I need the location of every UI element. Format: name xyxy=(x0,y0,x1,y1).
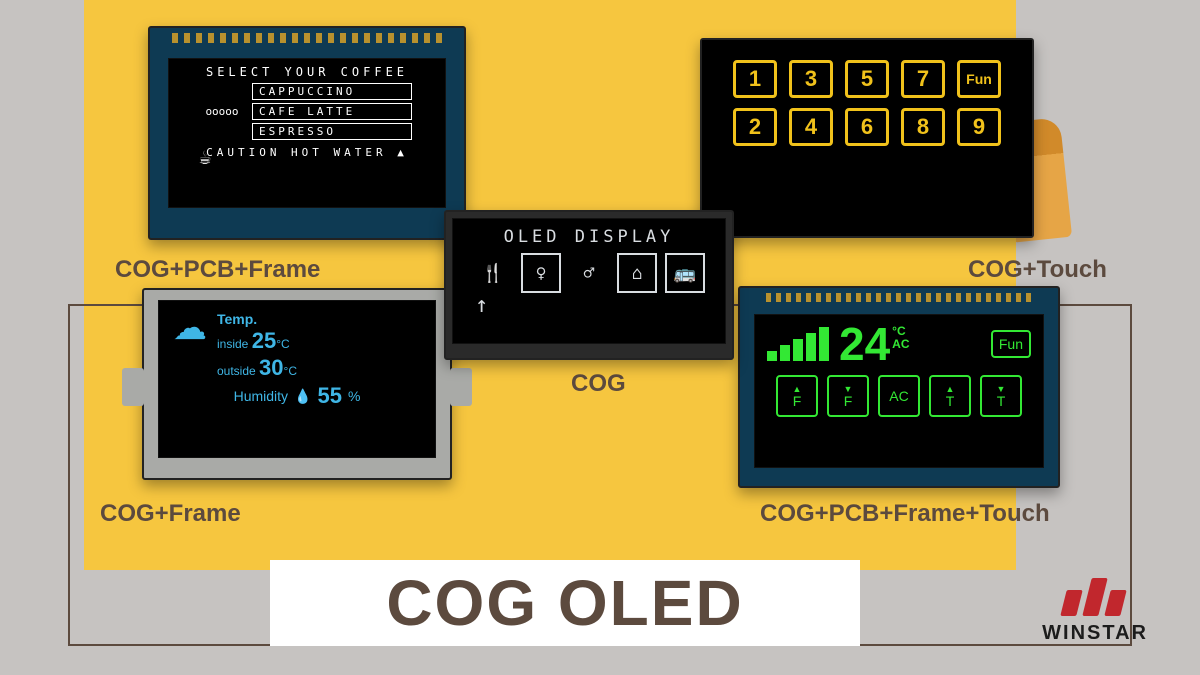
keypad-key[interactable]: 9 xyxy=(957,108,1001,146)
bus-icon: 🚌 xyxy=(665,253,705,293)
hvac-key-label: T xyxy=(946,394,955,408)
signal-bars-icon xyxy=(767,327,829,361)
hvac-fun-button[interactable]: Fun xyxy=(991,330,1031,358)
title-band: COG OLED xyxy=(270,560,860,646)
coffee-option: CAPPUCCINO xyxy=(252,83,412,100)
module-cog-pcb-frame: SELECT YOUR COFFEE ooooo CAPPUCCINO CAFE… xyxy=(148,26,466,240)
module-cog-pcb-frame-touch: 24 °C AC Fun ▲F ▼F AC ▲T ▼T xyxy=(738,286,1060,488)
keypad-row: 2 4 6 8 9 xyxy=(733,108,1001,146)
inside-label: inside xyxy=(217,337,248,351)
coffee-option: ESPRESSO xyxy=(252,123,412,140)
house-icon: ⌂ xyxy=(617,253,657,293)
fork-knife-icon: 🍴 xyxy=(473,253,513,293)
page-title: COG OLED xyxy=(386,566,743,640)
keypad-key[interactable]: 6 xyxy=(845,108,889,146)
weather-cloud-icon: ☁ xyxy=(173,311,207,345)
outside-value: 30 xyxy=(259,355,283,380)
hvac-key[interactable]: ▲T xyxy=(929,375,971,417)
label-cog-frame: COG+Frame xyxy=(100,500,241,528)
man-icon: ♂ xyxy=(569,253,609,293)
module-cog-touch: 1 3 5 7 Fun 2 4 6 8 9 xyxy=(700,38,1034,238)
humidity-unit: % xyxy=(348,388,360,404)
module-cog-frame: ☁ Temp. inside 25°C outside 30°C Humidit… xyxy=(142,288,452,480)
hvac-key-label: AC xyxy=(889,389,908,403)
mounting-ear xyxy=(122,368,144,406)
hvac-reading: 24 xyxy=(839,321,890,367)
hvac-key[interactable]: AC xyxy=(878,375,920,417)
mounting-ear xyxy=(450,368,472,406)
keypad-key[interactable]: 8 xyxy=(901,108,945,146)
inside-value: 25 xyxy=(252,328,276,353)
humidity-value: 55 xyxy=(317,383,341,409)
temp-unit: °C xyxy=(276,337,289,351)
coffee-beans-icon: ooooo xyxy=(202,105,242,118)
hvac-unit-bottom: AC xyxy=(892,338,909,351)
label-cog: COG xyxy=(571,370,626,398)
keypad-key-fun[interactable]: Fun xyxy=(957,60,1001,98)
coffee-cup-icon: ☕ xyxy=(199,145,211,169)
temp-label: Temp. xyxy=(217,311,297,327)
outside-label: outside xyxy=(217,364,256,378)
hvac-key-label: F xyxy=(793,394,802,408)
coffee-option: CAFE LATTE xyxy=(252,103,412,120)
label-cog-pcb-frame: COG+PCB+Frame xyxy=(115,256,320,284)
hvac-key-row: ▲F ▼F AC ▲T ▼T xyxy=(776,375,1022,417)
up-arrow-icon: ↑ xyxy=(475,293,488,318)
keypad-key[interactable]: 1 xyxy=(733,60,777,98)
coffee-caution: CAUTION HOT WATER ▲ xyxy=(206,146,408,159)
module-cog: OLED DISPLAY 🍴 ♀ ♂ ⌂ 🚌 ↑ xyxy=(444,210,734,360)
winstar-logo-text: WINSTAR xyxy=(1042,622,1148,645)
winstar-logo-icon xyxy=(1037,578,1152,616)
woman-icon: ♀ xyxy=(521,253,561,293)
humidity-label: Humidity xyxy=(234,388,288,404)
keypad-key[interactable]: 5 xyxy=(845,60,889,98)
keypad-key[interactable]: 3 xyxy=(789,60,833,98)
keypad-key[interactable]: 7 xyxy=(901,60,945,98)
hvac-key[interactable]: ▼F xyxy=(827,375,869,417)
droplet-icon: 💧 xyxy=(294,388,311,405)
hvac-key[interactable]: ▼T xyxy=(980,375,1022,417)
coffee-heading: SELECT YOUR COFFEE xyxy=(206,65,408,79)
label-cog-pcb-frame-touch: COG+PCB+Frame+Touch xyxy=(760,500,1050,528)
pcb-pin-header xyxy=(766,293,1032,302)
winstar-logo: WINSTAR xyxy=(1042,578,1148,645)
hvac-key-label: T xyxy=(997,394,1006,408)
keypad-key[interactable]: 2 xyxy=(733,108,777,146)
pcb-pin-header xyxy=(172,33,442,43)
hvac-key-label: F xyxy=(844,394,853,408)
oled-display-title: OLED DISPLAY xyxy=(504,227,675,247)
hvac-key[interactable]: ▲F xyxy=(776,375,818,417)
temp-unit: °C xyxy=(284,364,297,378)
keypad-row: 1 3 5 7 Fun xyxy=(733,60,1001,98)
keypad-key[interactable]: 4 xyxy=(789,108,833,146)
label-cog-touch: COG+Touch xyxy=(968,256,1107,284)
